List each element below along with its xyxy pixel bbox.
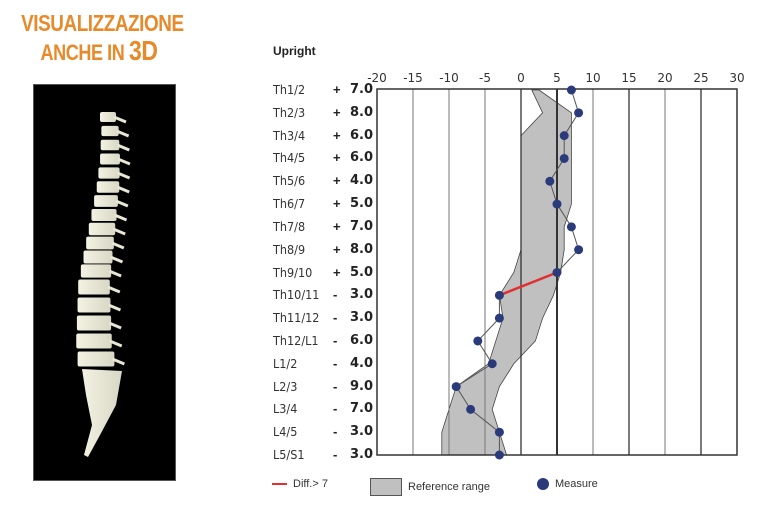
x-tick-label: 15 xyxy=(621,71,637,85)
value-sign: - xyxy=(333,401,338,417)
value-sign: - xyxy=(333,378,338,394)
value-sign: + xyxy=(333,150,341,166)
vertebra-label: Th11/12 xyxy=(273,310,320,326)
legend-dot-icon xyxy=(537,478,549,490)
vertebra-value: 8.0 xyxy=(349,241,373,257)
vertebra-label: Th12/L1 xyxy=(273,332,319,348)
value-sign: - xyxy=(333,332,338,348)
measure-point xyxy=(559,153,569,163)
measure-point xyxy=(566,85,576,95)
vertebra-label: L3/4 xyxy=(273,401,298,417)
vertebra-value: 5.0 xyxy=(349,264,373,280)
legend-diff: Diff.> 7 xyxy=(272,478,328,490)
legend-reference: Reference range xyxy=(370,478,490,496)
vertebra-label: Th1/2 xyxy=(273,82,306,97)
legend-diff-label: Diff.> 7 xyxy=(293,478,328,490)
vertebra-label: Th10/11 xyxy=(273,287,320,303)
vertebra-value: 5.0 xyxy=(349,196,373,212)
x-tick-label: 5 xyxy=(553,71,561,85)
measure-point xyxy=(559,131,569,141)
vertebra-value: 7.0 xyxy=(349,82,373,97)
vertebra-value: 3.0 xyxy=(349,287,373,303)
x-tick-label: 25 xyxy=(693,71,709,85)
vertebra-label: Th4/5 xyxy=(273,150,306,166)
spine-3d-image xyxy=(33,84,176,481)
measure-point xyxy=(545,176,555,186)
diff-highlight-segment xyxy=(498,271,558,297)
vertebra-label: Th3/4 xyxy=(273,127,306,143)
vertebra-value: 7.0 xyxy=(349,218,373,234)
vertebra-label: L4/5 xyxy=(273,424,298,440)
vertebra-value: 3.0 xyxy=(349,424,373,440)
legend-box-icon xyxy=(370,478,402,496)
legend-measure-label: Measure xyxy=(555,478,598,490)
promo-title-prefix: ANCHE IN xyxy=(40,40,129,65)
value-sign: + xyxy=(333,264,341,280)
measure-point xyxy=(574,108,584,118)
vertebra-value: 6.0 xyxy=(349,332,373,348)
vertebra-value: 9.0 xyxy=(349,378,373,394)
measure-point xyxy=(494,313,504,323)
x-tick-label: 10 xyxy=(585,71,601,85)
vertebra-value: 6.0 xyxy=(349,150,373,166)
vertebra-label: Th6/7 xyxy=(273,196,306,212)
vertebra-label: Th2/3 xyxy=(273,104,306,120)
vertebra-label: L2/3 xyxy=(273,378,298,394)
value-sign: - xyxy=(333,287,338,303)
vertebra-value: 4.0 xyxy=(349,173,373,189)
chart-title: Upright xyxy=(273,44,316,58)
value-sign: - xyxy=(333,310,338,326)
promo-title: VISUALIZZAZIONE ANCHE IN 3D xyxy=(4,10,194,66)
value-sign: + xyxy=(333,173,341,189)
promo-title-line1: VISUALIZZAZIONE xyxy=(21,10,184,36)
vertebra-value: 7.0 xyxy=(349,401,373,417)
vertebra-value: 6.0 xyxy=(349,127,373,143)
vertebra-label: Th7/8 xyxy=(273,218,306,234)
value-sign: + xyxy=(333,82,341,97)
measure-point xyxy=(473,336,483,346)
x-tick-label: 30 xyxy=(729,71,745,85)
promo-title-line2: ANCHE IN 3D xyxy=(21,37,177,66)
x-tick-label: 0 xyxy=(517,71,525,85)
measure-point xyxy=(552,199,562,209)
x-tick-label: -10 xyxy=(439,71,459,85)
measure-point xyxy=(494,427,504,437)
measure-point xyxy=(494,450,504,460)
vertebra-label: Th8/9 xyxy=(273,241,306,257)
plot-frame xyxy=(376,88,738,456)
measure-point xyxy=(552,268,562,277)
x-tick-label: -20 xyxy=(367,71,387,85)
value-sign: - xyxy=(333,447,338,462)
vertebra-value: 4.0 xyxy=(349,355,373,371)
value-sign: + xyxy=(333,241,341,257)
x-tick-label: 20 xyxy=(657,71,673,85)
vertebra-value: 3.0 xyxy=(349,447,373,462)
measure-point xyxy=(466,404,476,414)
measure-point xyxy=(487,359,497,369)
vertebra-label: L1/2 xyxy=(273,355,298,371)
spine-illustration-icon xyxy=(76,112,131,457)
vertebra-label: Th5/6 xyxy=(273,173,306,189)
value-sign: - xyxy=(333,355,338,371)
promo-title-3d: 3D xyxy=(128,35,158,66)
x-tick-label: -5 xyxy=(479,71,491,85)
vertebra-value: 8.0 xyxy=(349,104,373,120)
value-sign: + xyxy=(333,127,341,143)
value-sign: + xyxy=(333,218,341,234)
legend-reference-label: Reference range xyxy=(408,481,490,493)
measure-point xyxy=(451,382,461,392)
legend-line-icon xyxy=(272,483,287,485)
value-sign: + xyxy=(333,196,341,212)
vertebra-label: L5/S1 xyxy=(273,447,305,462)
value-sign: + xyxy=(333,104,341,120)
measure-point xyxy=(574,245,584,255)
x-tick-label: -15 xyxy=(403,71,423,85)
value-sign: - xyxy=(333,424,338,440)
measure-point xyxy=(566,222,576,232)
vertebra-value: 3.0 xyxy=(349,310,373,326)
legend-measure: Measure xyxy=(537,478,598,490)
measure-point xyxy=(494,290,504,300)
vertebra-label: Th9/10 xyxy=(273,264,313,280)
